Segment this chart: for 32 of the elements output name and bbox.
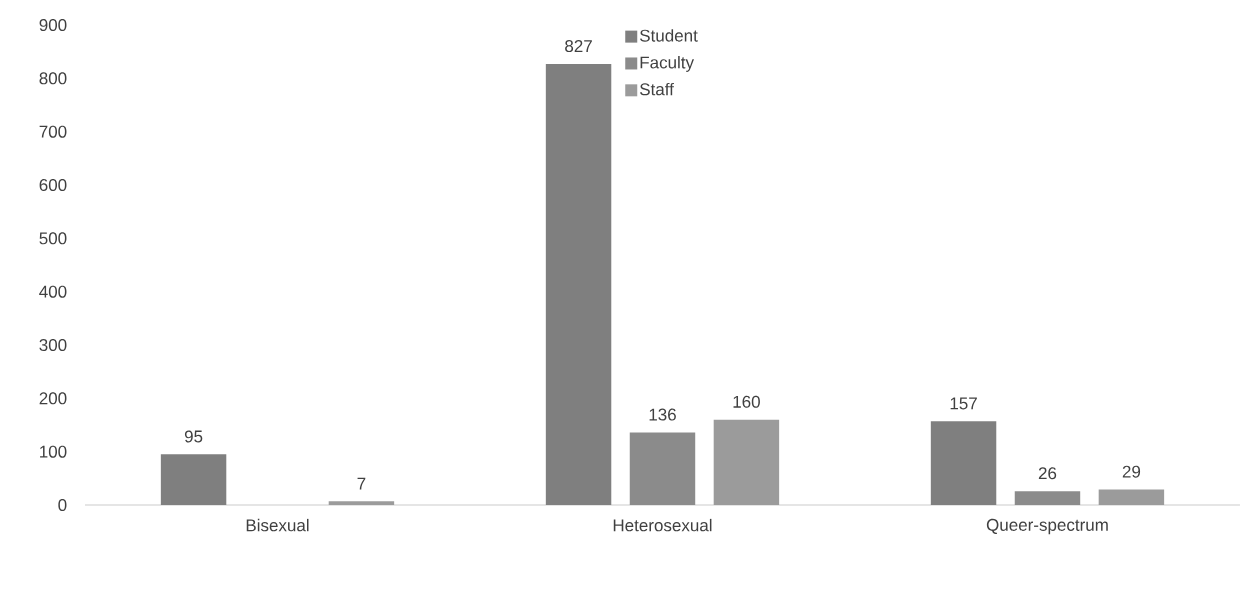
- bar: [545, 63, 612, 505]
- data-label: 827: [565, 40, 592, 53]
- bar: [629, 432, 696, 505]
- y-tick-label: 400: [39, 285, 67, 298]
- x-tick-label: Bisexual: [246, 518, 309, 532]
- y-tick-label: 100: [40, 445, 67, 458]
- data-label: 95: [184, 430, 203, 443]
- data-label: 29: [1122, 465, 1141, 478]
- data-label: 160: [733, 395, 760, 408]
- bar: [930, 421, 997, 505]
- x-tick-label: Heterosexual: [613, 518, 712, 532]
- bar: [1014, 491, 1081, 505]
- data-label: 26: [1038, 467, 1057, 480]
- data-label: 7: [357, 477, 366, 490]
- y-tick-label: 0: [58, 498, 67, 512]
- data-label: 157: [950, 397, 977, 410]
- bar: [328, 501, 395, 505]
- y-tick-label: 600: [39, 178, 67, 192]
- y-tick-label: 200: [39, 392, 67, 405]
- legend-label: Student: [640, 29, 698, 42]
- y-tick-label: 500: [39, 232, 67, 245]
- legend-label: Staff: [640, 82, 674, 96]
- x-tick-label: Queer-spectrum: [986, 518, 1108, 535]
- y-tick-label: 700: [39, 125, 67, 138]
- bar: [713, 419, 780, 505]
- y-tick-label: 900: [39, 18, 67, 32]
- data-label: 136: [649, 408, 676, 421]
- y-tick-label: 300: [39, 338, 67, 352]
- y-tick-label: 800: [39, 72, 67, 85]
- legend-label: Faculty: [640, 56, 694, 72]
- bar: [1098, 489, 1165, 505]
- bar: [160, 454, 227, 505]
